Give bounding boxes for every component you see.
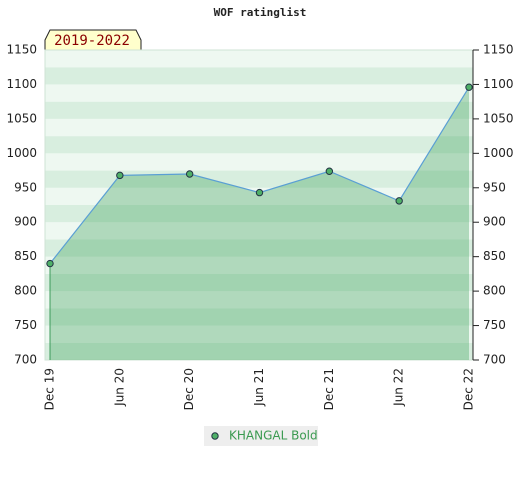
y2-tick-label: 1150 (483, 43, 514, 57)
y-tick-label: 800 (14, 284, 37, 298)
x-tick-label: Jun 20 (112, 368, 126, 407)
grid-band (45, 187, 473, 205)
grid-band (45, 342, 473, 360)
legend-marker (211, 432, 219, 440)
y-tick-label: 1150 (6, 43, 37, 57)
y-tick-label: 900 (14, 215, 37, 229)
grid-band (45, 136, 473, 154)
point (325, 167, 334, 175)
x-tick-label: Jun 21 (252, 368, 266, 407)
subtitle: 2019-2022 (54, 33, 130, 49)
plot-background (45, 50, 473, 360)
point (116, 171, 124, 180)
point (395, 197, 403, 205)
point (185, 170, 194, 178)
grid-band (45, 291, 473, 309)
grid-band (45, 205, 473, 223)
y-tick-label: 950 (14, 180, 37, 194)
grid-band (45, 118, 473, 137)
grid-band (45, 67, 473, 85)
grid-band (45, 273, 473, 292)
chart-title: WOF ratinglist (214, 6, 307, 19)
grid-band (45, 84, 473, 102)
grid-band (45, 101, 473, 119)
grid-band (45, 256, 473, 274)
grid-band (45, 50, 473, 68)
grid-band (45, 308, 473, 326)
y2-tick-label: 1000 (483, 146, 514, 160)
area (50, 87, 469, 360)
y-tick-label: 1100 (6, 77, 37, 91)
y-tick-label: 750 (14, 318, 37, 332)
legend-label: KHANGAL Bold (229, 429, 318, 443)
y2-tick-label: 700 (483, 353, 506, 367)
x-tick-label: Dec 19 (43, 368, 57, 410)
y2-tick-label: 750 (483, 318, 506, 332)
x-tick-label: Dec 22 (462, 368, 476, 410)
x-tick-label: Jun 22 (392, 368, 406, 407)
grid-band (45, 153, 473, 171)
y2-tick-label: 900 (483, 215, 506, 229)
y2-tick-label: 1100 (483, 77, 514, 91)
y-tick-label: 1000 (6, 146, 37, 160)
y2-tick-label: 800 (483, 284, 506, 298)
y-tick-label: 700 (14, 353, 37, 367)
y2-tick-label: 950 (483, 180, 506, 194)
y-tick-label: 1050 (6, 111, 37, 125)
point (46, 259, 54, 268)
point (465, 83, 473, 91)
x-tick-label: Dec 20 (182, 368, 196, 410)
y2-tick-label: 1050 (483, 111, 514, 125)
grid-band (45, 239, 473, 257)
x-tick-label: Dec 21 (322, 368, 336, 410)
grid-band (45, 222, 473, 240)
y-tick-label: 850 (14, 249, 37, 263)
legend (204, 426, 318, 446)
y2-tick-label: 850 (483, 249, 506, 263)
grid-band (45, 325, 473, 343)
point (255, 188, 264, 197)
